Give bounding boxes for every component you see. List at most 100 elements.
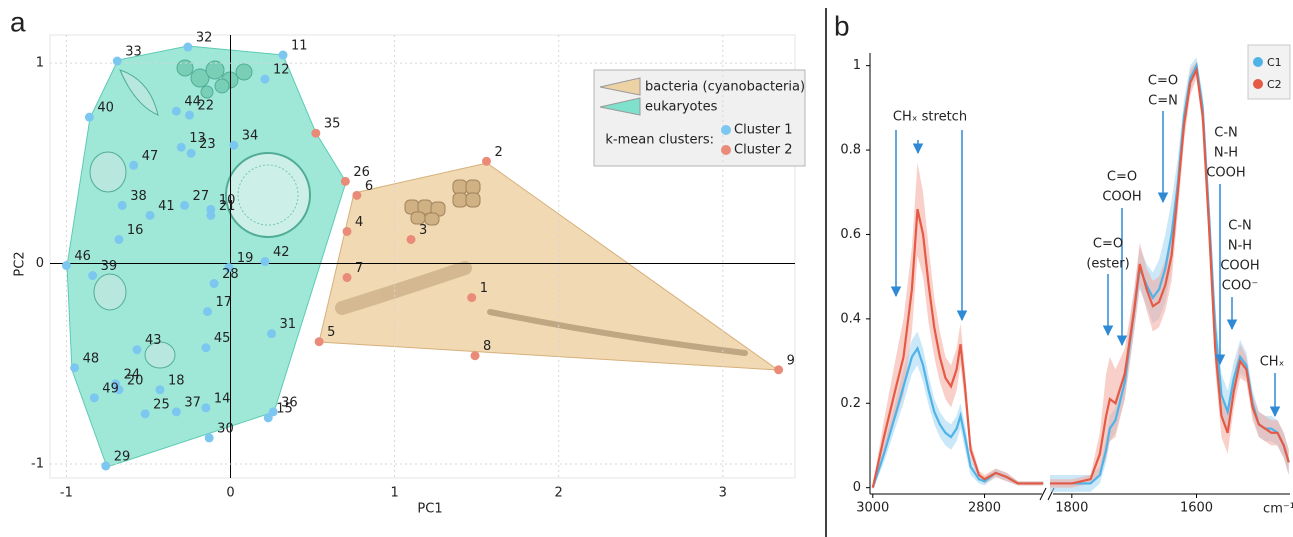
x-tick-label: 0	[226, 486, 234, 501]
point-label: 13	[189, 131, 206, 146]
point-label: 17	[216, 295, 233, 310]
point-label: 35	[324, 117, 341, 132]
point-label: 26	[353, 165, 370, 180]
point-label: 28	[222, 267, 239, 282]
point	[61, 261, 71, 271]
y-tick-label: 0.2	[840, 396, 861, 411]
legend-label: Cluster 1	[734, 123, 793, 138]
point-label: 1	[480, 281, 488, 296]
axis-break	[1039, 487, 1047, 501]
point-label: 44	[184, 95, 201, 110]
x-tick-label: 1800	[1055, 501, 1088, 516]
point-label: 15	[276, 401, 293, 416]
error-band	[1050, 61, 1289, 488]
point	[201, 343, 211, 353]
legend-swatch	[721, 125, 731, 135]
point	[112, 56, 122, 66]
point	[774, 365, 784, 375]
point	[101, 461, 111, 471]
legend-swatch	[1253, 79, 1263, 89]
x-tick-label: 2800	[968, 501, 1001, 516]
point-label: 20	[127, 373, 144, 388]
filament	[487, 309, 748, 356]
point	[342, 273, 352, 283]
y-tick-label: 0.8	[840, 143, 861, 158]
y-tick-label: 1	[853, 58, 861, 73]
legend-label: C2	[1267, 78, 1282, 91]
annotation: C-N	[1214, 126, 1238, 141]
point-label: 8	[483, 339, 491, 354]
point	[267, 329, 277, 339]
x-tick-label: 1	[390, 486, 398, 501]
panel-letter: a	[10, 6, 26, 37]
point	[183, 42, 193, 52]
point	[206, 210, 216, 220]
point-label: 37	[184, 395, 201, 410]
annotation: COO⁻	[1222, 279, 1258, 294]
point	[145, 210, 155, 220]
point	[155, 385, 165, 395]
point	[140, 409, 150, 419]
point	[470, 351, 480, 361]
cell	[119, 69, 159, 116]
point-label: 39	[101, 259, 118, 274]
point	[204, 433, 214, 443]
point	[201, 403, 211, 413]
annotation: C=O	[1107, 170, 1137, 185]
annotation: CHₓ	[1260, 355, 1285, 370]
y-tick-label: 0.6	[840, 227, 861, 242]
point-label: 14	[214, 391, 231, 406]
point	[260, 74, 270, 84]
x-axis-label: PC1	[417, 502, 442, 517]
point	[314, 337, 324, 347]
legend-label: Cluster 2	[734, 143, 793, 158]
point-label: 49	[102, 381, 119, 396]
point	[84, 112, 94, 122]
spectrum-line	[871, 208, 1044, 488]
point	[184, 110, 194, 120]
annotation: (ester)	[1086, 257, 1129, 272]
annotation: COOH	[1220, 259, 1259, 274]
point	[340, 176, 350, 186]
point-label: 40	[97, 101, 114, 116]
annotation: N-H	[1214, 146, 1238, 161]
point	[481, 156, 491, 166]
point	[224, 263, 234, 273]
point	[70, 363, 80, 373]
point-label: 19	[237, 251, 254, 266]
point	[406, 234, 416, 244]
point-label: 22	[197, 99, 214, 114]
point-label: 5	[327, 325, 335, 340]
spectrum-line	[1050, 66, 1290, 485]
x-tick-label: -1	[60, 486, 73, 501]
point-label: 45	[214, 331, 231, 346]
annotation: C=N	[1148, 94, 1178, 109]
point-label: 9	[787, 353, 795, 368]
point-label: 38	[130, 189, 147, 204]
point	[132, 345, 142, 355]
point	[342, 226, 352, 236]
panel-letter: b	[834, 10, 850, 41]
x-axis-label: cm⁻¹	[1263, 502, 1293, 517]
point-label: 29	[114, 449, 131, 464]
legend-label: bacteria (cyanobacteria)	[645, 80, 805, 95]
legend-label: C1	[1267, 56, 1282, 69]
point-label: 7	[355, 261, 363, 276]
point-label: 6	[365, 179, 373, 194]
legend-swatch	[1253, 57, 1263, 67]
annotation: CHₓ stretch	[893, 110, 967, 125]
point-label: 12	[273, 63, 290, 78]
point	[263, 413, 273, 423]
point-label: 25	[153, 397, 170, 412]
point-label: 42	[273, 245, 290, 260]
point-label: 18	[168, 373, 185, 388]
y-tick-label: 0	[853, 480, 861, 495]
point	[114, 234, 124, 244]
legend-swatch	[599, 77, 641, 96]
point	[171, 106, 181, 116]
point-label: 21	[219, 199, 236, 214]
point-label: 31	[280, 317, 297, 332]
point	[278, 50, 288, 60]
point-label: 41	[158, 199, 175, 214]
point-label: 10	[219, 193, 236, 208]
